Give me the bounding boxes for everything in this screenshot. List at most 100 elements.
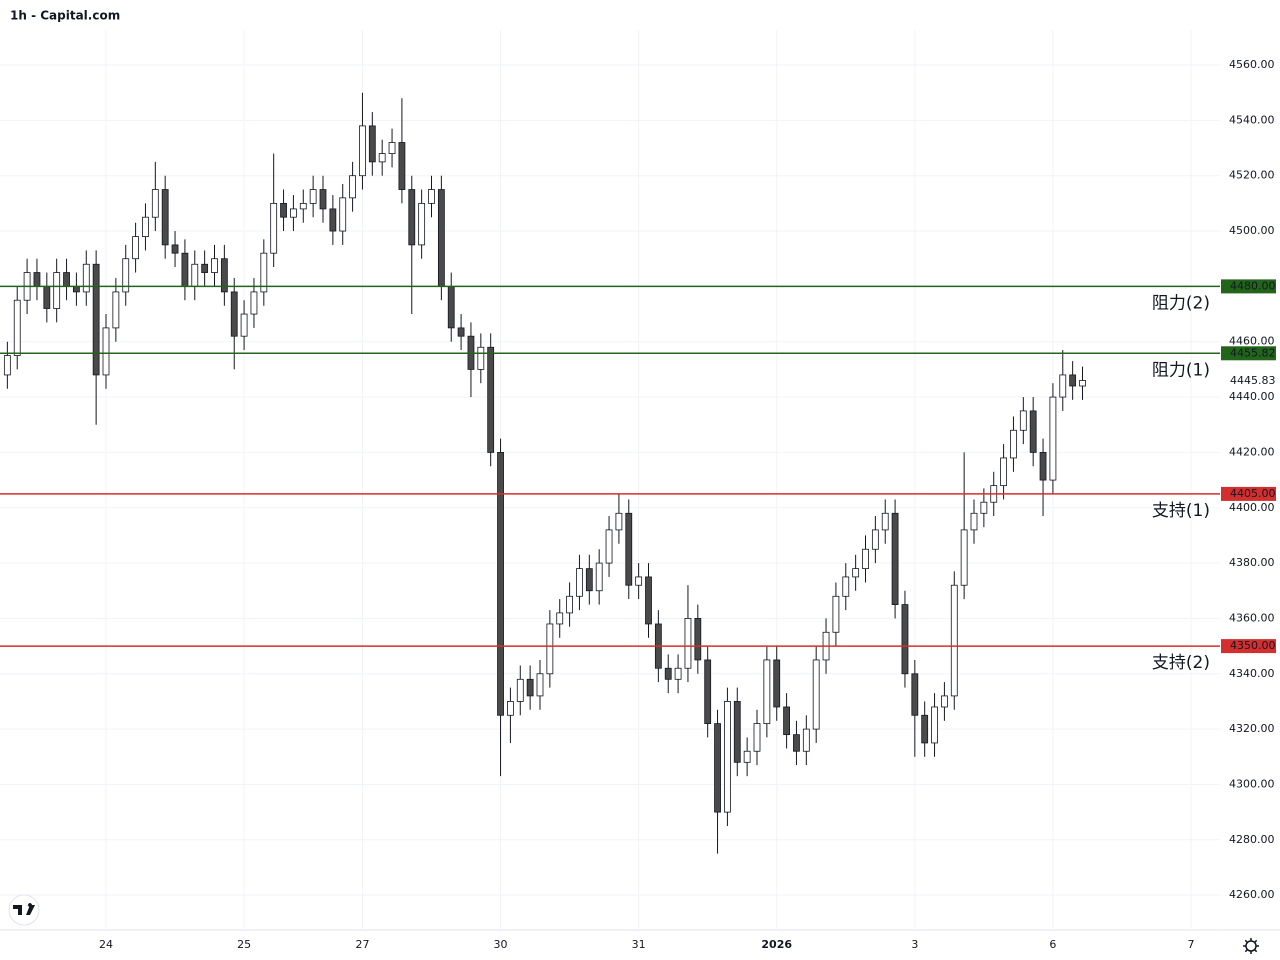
y-tick-label: 4460.00 [1229, 335, 1275, 348]
candle-body [33, 272, 41, 287]
candle-body [398, 142, 406, 190]
y-tick-label: 4440.00 [1229, 390, 1275, 403]
candle-body [280, 202, 287, 218]
candle-body [566, 595, 573, 614]
candle-body [891, 512, 899, 605]
candle-body [220, 258, 228, 293]
level-label-box [1221, 346, 1276, 361]
candle-body [171, 244, 179, 254]
candle-body [151, 189, 159, 218]
y-tick-label: 4380.00 [1229, 556, 1275, 569]
candle-body [230, 291, 238, 337]
candle-body [585, 568, 593, 592]
candle-body [694, 618, 702, 661]
candle-body [832, 595, 840, 633]
last-price-label: 4445.83 [1230, 374, 1276, 387]
chart-title: 1h - Capital.com [10, 9, 120, 23]
level-name: 阻力(2) [1152, 293, 1210, 313]
level-label-box [1221, 486, 1276, 501]
x-tick-label: 30 [494, 938, 508, 951]
candle-body [181, 252, 189, 287]
level-label-box [1221, 279, 1276, 294]
candle-body [1019, 410, 1027, 431]
candle-body [368, 125, 376, 163]
x-tick-label: 6 [1049, 938, 1056, 951]
candle-body [112, 291, 120, 329]
candle-body [1010, 429, 1017, 459]
candle-body [871, 529, 879, 550]
candle-body [319, 189, 327, 210]
candle-body [645, 576, 652, 625]
candle-body [418, 202, 426, 246]
candle-body [63, 272, 70, 287]
x-tick-label: 25 [237, 938, 251, 951]
candle-body [359, 125, 366, 177]
candle-body [783, 706, 790, 736]
candle-body [812, 659, 820, 730]
candle-body [714, 723, 721, 813]
candle-body [1039, 452, 1047, 481]
candle-body [911, 673, 919, 716]
level-label: 4350.00 [1230, 639, 1276, 652]
x-tick-label: 2026 [761, 938, 792, 951]
candle-body [122, 258, 130, 293]
candle-body [270, 202, 278, 254]
candle-body [881, 512, 889, 531]
y-tick-label: 4300.00 [1229, 777, 1275, 790]
candle-body [1000, 457, 1007, 487]
candle-body [743, 750, 751, 763]
y-tick-label: 4320.00 [1229, 722, 1275, 735]
overlay: 4480.00 阻力(2) 4455.82 阻力(1) 4405.00 支持(1) 4350… [0, 279, 1276, 673]
level-name: 支持(1) [1152, 501, 1210, 521]
candle-body [211, 258, 218, 273]
candle-body [1029, 410, 1037, 453]
candle-body [240, 313, 248, 337]
y-tick-label: 4260.00 [1229, 888, 1275, 901]
candle-body [931, 706, 938, 744]
candle-body [753, 723, 761, 752]
candle-body [802, 728, 810, 752]
candle-body [487, 346, 495, 453]
y-tick-label: 4560.00 [1229, 58, 1275, 71]
tv-logo [8, 894, 40, 926]
candle-body [970, 512, 978, 531]
candle-body [773, 659, 781, 708]
candle-body [497, 452, 504, 716]
candle-body [349, 175, 356, 199]
candle-body [309, 189, 317, 204]
candle-body [73, 285, 80, 293]
candle-body [921, 714, 929, 744]
candle-body [526, 678, 534, 697]
x-tick-label: 3 [911, 938, 918, 951]
candle-body [507, 701, 514, 716]
candle-body [43, 285, 51, 309]
candle-body [625, 512, 633, 586]
candle-body [852, 568, 860, 578]
y-tick-label: 4340.00 [1229, 667, 1275, 680]
candle-body [477, 346, 485, 370]
candle-body [388, 142, 396, 154]
candle-body [408, 189, 416, 246]
plot [3, 92, 1086, 854]
candle-body [92, 263, 100, 376]
candle-body [595, 562, 603, 592]
candle-body [260, 252, 268, 293]
candle-body [516, 678, 524, 702]
y-tick-label: 4420.00 [1229, 445, 1275, 458]
candle-body [733, 701, 741, 763]
y-tick-label: 4280.00 [1229, 833, 1275, 846]
candle-body [428, 189, 435, 204]
y-tick-label: 4540.00 [1229, 113, 1275, 126]
y-tick-label: 4400.00 [1229, 501, 1275, 514]
x-tick-label: 24 [99, 938, 113, 951]
candle-body [556, 612, 564, 625]
candle-body [13, 299, 21, 356]
candle-body [1059, 374, 1067, 398]
candle-body [674, 667, 682, 680]
candle-body [980, 501, 988, 514]
settings-icon[interactable] [1243, 938, 1259, 954]
level-label: 4405.00 [1230, 487, 1276, 500]
candle-body [842, 576, 850, 597]
